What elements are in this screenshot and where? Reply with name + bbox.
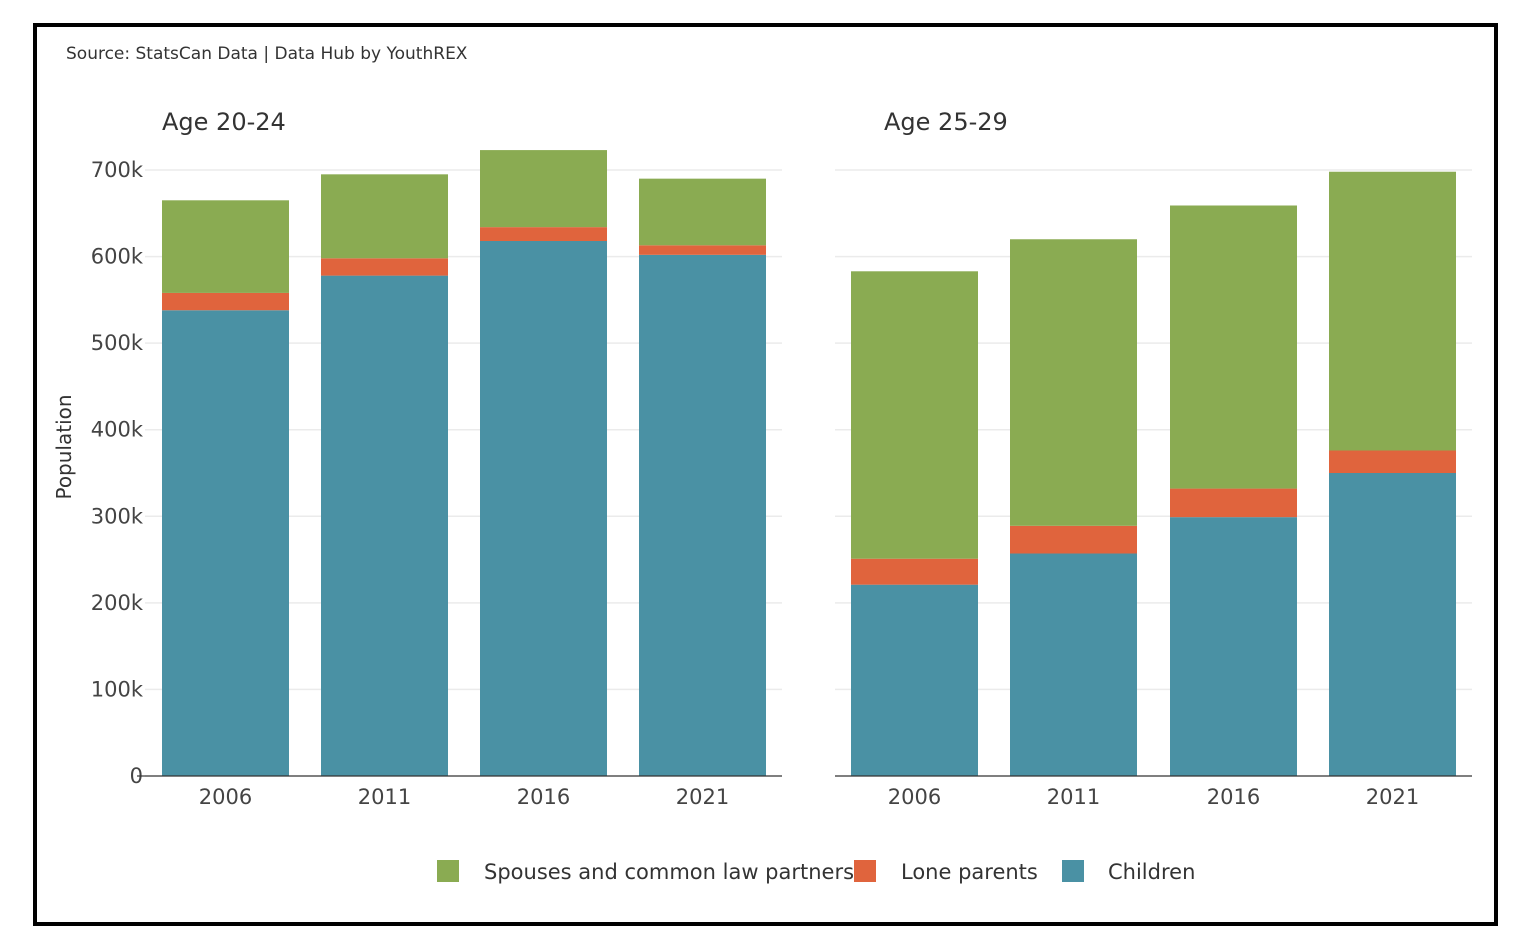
bar-segment-children-2021 <box>639 254 766 777</box>
legend-label: Spouses and common law partners <box>484 860 854 884</box>
bar-segment-lone-parents-2006 <box>162 292 289 311</box>
panel-title: Age 20-24 <box>162 108 286 136</box>
bar-segment-lone-parents-2011 <box>1010 525 1137 554</box>
bar-segment-children-2021 <box>1329 473 1456 776</box>
x-tick-label: 2021 <box>676 785 729 809</box>
legend-swatch-spouses-and-common-law-partners <box>437 860 459 882</box>
bar-segment-children-2006 <box>162 310 289 776</box>
bar-segment-spouses-and-common-law-partners-2011 <box>321 174 448 259</box>
legend-label: Lone parents <box>901 860 1038 884</box>
y-tick-label: 200k <box>91 591 144 615</box>
bar-segment-spouses-and-common-law-partners-2006 <box>162 200 289 293</box>
x-tick-label: 2011 <box>358 785 411 809</box>
y-tick-label: 300k <box>91 504 144 528</box>
x-tick-label: 2016 <box>517 785 570 809</box>
y-tick-label: 500k <box>91 331 144 355</box>
bar-segment-lone-parents-2016 <box>1170 488 1297 518</box>
bar-segment-lone-parents-2021 <box>1329 450 1456 473</box>
bar-segment-children-2006 <box>851 584 978 776</box>
y-tick-label: 0 <box>130 764 143 788</box>
bar-segment-spouses-and-common-law-partners-2006 <box>851 271 978 559</box>
bar-segment-spouses-and-common-law-partners-2016 <box>480 150 607 228</box>
bar-segment-children-2011 <box>1010 553 1137 776</box>
bar-segment-spouses-and-common-law-partners-2021 <box>639 178 766 246</box>
x-tick-label: 2016 <box>1207 785 1260 809</box>
bar-segment-spouses-and-common-law-partners-2016 <box>1170 205 1297 489</box>
bar-segment-children-2016 <box>1170 517 1297 776</box>
y-tick-label: 400k <box>91 418 144 442</box>
legend-label: Children <box>1108 860 1195 884</box>
bar-segment-spouses-and-common-law-partners-2011 <box>1010 239 1137 526</box>
bar-segment-lone-parents-2011 <box>321 258 448 276</box>
y-axis-title: Population <box>52 394 76 499</box>
source-note: Source: StatsCan Data | Data Hub by Yout… <box>66 44 468 64</box>
bar-segment-lone-parents-2016 <box>480 227 607 241</box>
legend-swatch-children <box>1062 860 1084 882</box>
y-tick-label: 100k <box>91 677 144 701</box>
bar-segment-children-2011 <box>321 275 448 776</box>
y-tick-label: 600k <box>91 245 144 269</box>
x-tick-label: 2006 <box>199 785 252 809</box>
bar-segment-spouses-and-common-law-partners-2021 <box>1329 171 1456 451</box>
x-tick-label: 2011 <box>1047 785 1100 809</box>
panel-title: Age 25-29 <box>884 108 1008 136</box>
legend-swatch-lone-parents <box>854 860 876 882</box>
bar-segment-lone-parents-2021 <box>639 245 766 255</box>
bar-segment-children-2016 <box>480 240 607 776</box>
y-tick-label: 700k <box>91 158 144 182</box>
bar-segment-lone-parents-2006 <box>851 558 978 585</box>
x-tick-label: 2021 <box>1366 785 1419 809</box>
x-tick-label: 2006 <box>888 785 941 809</box>
